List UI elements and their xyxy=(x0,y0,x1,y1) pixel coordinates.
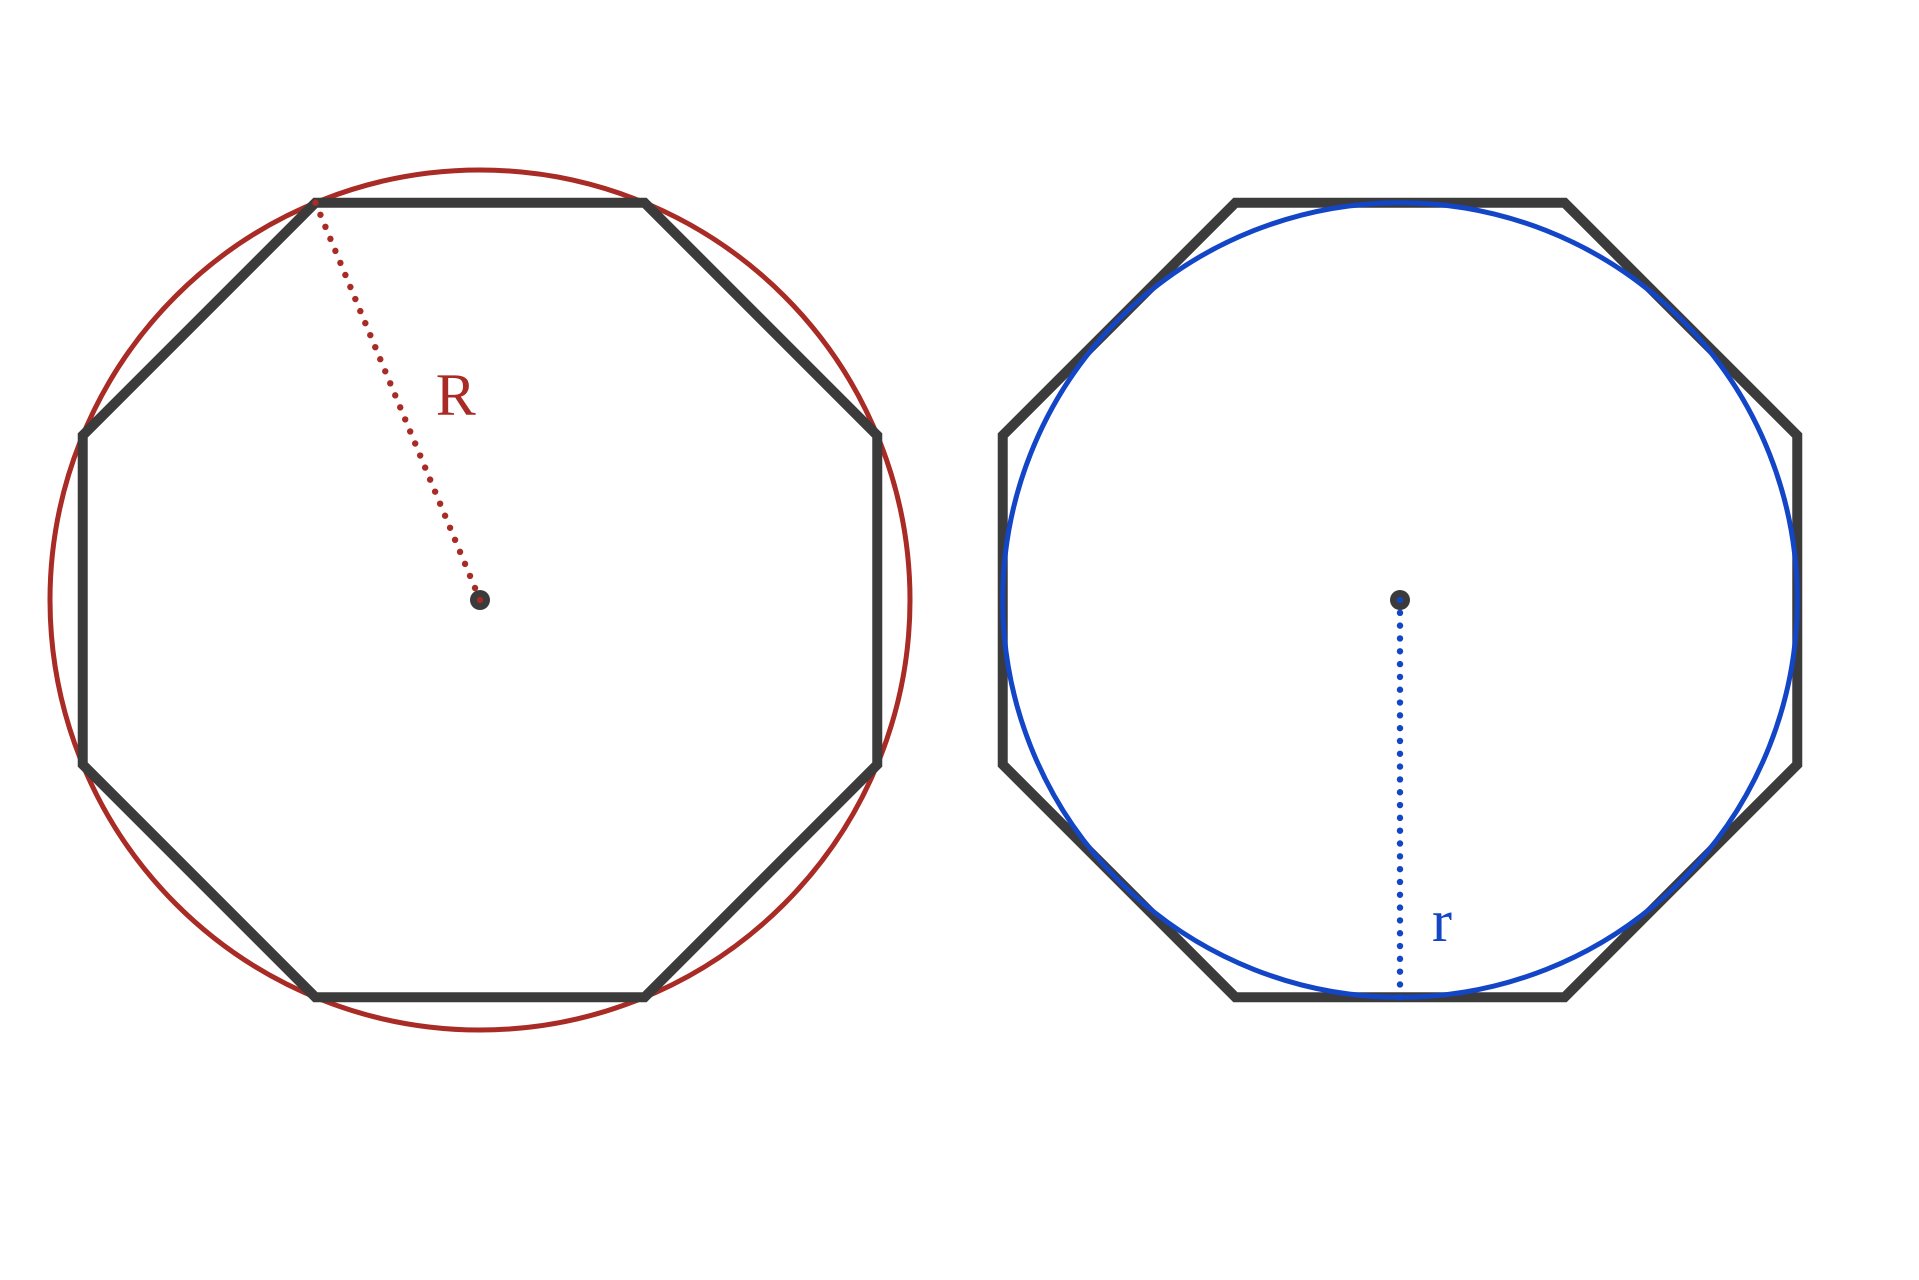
radius-dot xyxy=(412,440,418,446)
radius-dot xyxy=(1397,904,1403,910)
radius-dot xyxy=(367,332,373,338)
radius-dot xyxy=(462,561,468,567)
radius-dot xyxy=(477,597,483,603)
radius-dot xyxy=(1397,853,1403,859)
radius-dot xyxy=(422,464,428,470)
right-radius-line xyxy=(1397,597,1403,1001)
radius-dot xyxy=(1397,815,1403,821)
radius-dot xyxy=(392,392,398,398)
radius-dot xyxy=(397,404,403,410)
radius-dot xyxy=(1397,635,1403,641)
radius-dot xyxy=(1397,840,1403,846)
right-radius-label: r xyxy=(1432,888,1452,954)
radius-dot xyxy=(437,500,443,506)
radius-dot xyxy=(1397,981,1403,987)
radius-dot xyxy=(1397,674,1403,680)
radius-dot xyxy=(337,260,343,266)
radius-dot xyxy=(1397,827,1403,833)
radius-dot xyxy=(327,236,333,242)
radius-dot xyxy=(447,525,453,531)
radius-dot xyxy=(1397,648,1403,654)
radius-dot xyxy=(1397,789,1403,795)
radius-dot xyxy=(1397,712,1403,718)
radius-dot xyxy=(1397,892,1403,898)
radius-dot xyxy=(322,224,328,230)
radius-dot xyxy=(467,573,473,579)
radius-dot xyxy=(372,344,378,350)
left-radius-label: R xyxy=(436,362,476,428)
radius-dot xyxy=(347,284,353,290)
radius-dot xyxy=(342,272,348,278)
radius-dot xyxy=(1397,917,1403,923)
radius-dot xyxy=(1397,866,1403,872)
radius-dot xyxy=(1397,776,1403,782)
radius-dot xyxy=(352,296,358,302)
radius-dot xyxy=(1397,725,1403,731)
diagram-canvas: Rr xyxy=(0,0,1919,1280)
radius-dot xyxy=(472,585,478,591)
radius-dot xyxy=(1397,597,1403,603)
radius-dot xyxy=(1397,687,1403,693)
radius-dot xyxy=(452,537,458,543)
radius-dot xyxy=(357,308,363,314)
radius-dot xyxy=(427,476,433,482)
radius-dot xyxy=(377,356,383,362)
radius-dot xyxy=(312,200,318,206)
radius-dot xyxy=(1397,751,1403,757)
radius-dot xyxy=(407,428,413,434)
radius-dot xyxy=(1397,738,1403,744)
radius-dot xyxy=(442,513,448,519)
radius-dot xyxy=(1397,956,1403,962)
radius-dot xyxy=(432,488,438,494)
radius-dot xyxy=(1397,994,1403,1000)
radius-dot xyxy=(1397,968,1403,974)
radius-dot xyxy=(1397,661,1403,667)
radius-dot xyxy=(457,549,463,555)
radius-dot xyxy=(1397,610,1403,616)
radius-dot xyxy=(1397,699,1403,705)
radius-dot xyxy=(387,380,393,386)
radius-dot xyxy=(417,452,423,458)
radius-dot xyxy=(1397,879,1403,885)
radius-dot xyxy=(332,248,338,254)
radius-dot xyxy=(1397,930,1403,936)
radius-dot xyxy=(1397,763,1403,769)
radius-dot xyxy=(317,212,323,218)
radius-dot xyxy=(1397,622,1403,628)
radius-dot xyxy=(362,320,368,326)
radius-dot xyxy=(1397,943,1403,949)
radius-dot xyxy=(382,368,388,374)
radius-dot xyxy=(402,416,408,422)
radius-dot xyxy=(1397,802,1403,808)
